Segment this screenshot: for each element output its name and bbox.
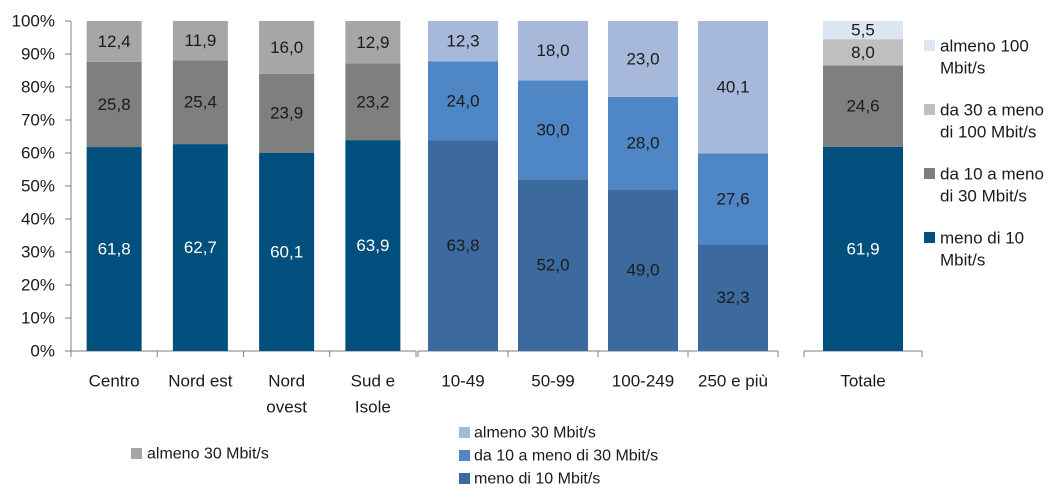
bar-segment <box>698 244 768 351</box>
bar-segment <box>172 21 228 61</box>
bar-value-label: 63,9 <box>356 236 389 255</box>
bar-value-label: 23,2 <box>356 92 389 111</box>
bar-value-label: 23,0 <box>626 49 659 68</box>
bar-segment <box>823 146 903 351</box>
y-tick-label: 20% <box>21 276 55 295</box>
bar-value-label: 28,0 <box>626 134 659 153</box>
legend-label: Mbit/s <box>940 251 985 270</box>
bar-segment <box>345 63 401 141</box>
legend-label: Mbit/s <box>940 59 985 78</box>
legend-swatch <box>459 450 470 461</box>
bar-segment <box>172 60 228 145</box>
bar-value-label: 12,3 <box>446 32 479 51</box>
bar-segment <box>518 80 588 180</box>
bar-segment <box>345 140 401 351</box>
category-label: Nord est <box>168 372 233 391</box>
bar-segment <box>518 21 588 81</box>
bar-segment <box>608 21 678 97</box>
bar-value-label: 52,0 <box>536 256 569 275</box>
category-label: ovest <box>266 398 307 417</box>
bar-value-label: 32,3 <box>716 288 749 307</box>
bar-value-label: 60,1 <box>270 242 303 261</box>
bar-value-label: 12,9 <box>356 33 389 52</box>
y-tick-label: 10% <box>21 309 55 328</box>
bar-segment <box>345 21 401 64</box>
legend-label: meno di 10 <box>940 229 1024 248</box>
y-tick-label: 80% <box>21 78 55 97</box>
category-label: 10-49 <box>441 372 484 391</box>
y-tick-label: 60% <box>21 144 55 163</box>
bar-value-label: 24,0 <box>446 91 479 110</box>
bar-segment <box>86 147 142 351</box>
bar-value-label: 49,0 <box>626 261 659 280</box>
bar-value-label: 61,9 <box>846 239 879 258</box>
bar-segment <box>428 21 498 62</box>
category-label: 100-249 <box>612 372 674 391</box>
legend-label: almeno 30 Mbit/s <box>474 425 596 442</box>
y-tick-label: 0% <box>30 342 55 361</box>
y-tick-label: 70% <box>21 111 55 130</box>
bar-segment <box>259 152 315 351</box>
y-tick-label: 90% <box>21 45 55 64</box>
bar-segment <box>608 189 678 351</box>
bar-value-label: 24,6 <box>846 97 879 116</box>
bar-segment <box>518 179 588 351</box>
bar-value-label: 27,6 <box>716 189 749 208</box>
legend-swatch <box>924 168 935 179</box>
legend-label: di 30 Mbit/s <box>940 187 1027 206</box>
legend-swatch <box>924 104 935 115</box>
legend-label: almeno 30 Mbit/s <box>147 446 269 463</box>
bar-value-label: 30,0 <box>536 120 569 139</box>
y-tick-label: 30% <box>21 243 55 262</box>
legend-label: almeno 100 <box>940 37 1029 56</box>
legend-label: meno di 10 Mbit/s <box>474 471 600 488</box>
bar-value-label: 61,8 <box>98 240 131 259</box>
category-label: Nord <box>268 372 305 391</box>
legend-label: da 30 a meno <box>940 101 1044 120</box>
y-tick-label: 100% <box>12 12 55 31</box>
bar-segment <box>698 21 768 154</box>
bar-segment <box>608 96 678 190</box>
category-label: 250 e più <box>698 372 768 391</box>
bar-value-label: 5,5 <box>851 21 875 40</box>
bar-segment <box>698 153 768 245</box>
category-label: 50-99 <box>531 372 574 391</box>
bar-value-label: 25,8 <box>98 95 131 114</box>
category-label: Sud e <box>351 372 395 391</box>
bar-segment <box>259 21 315 74</box>
legend-swatch <box>924 40 935 51</box>
legend-swatch <box>924 232 935 243</box>
category-label: Totale <box>840 372 885 391</box>
bar-value-label: 11,9 <box>184 31 216 50</box>
y-tick-label: 50% <box>21 177 55 196</box>
bar-segment <box>823 65 903 147</box>
legend-swatch <box>131 448 142 459</box>
bar-value-label: 23,9 <box>270 104 303 123</box>
bar-value-label: 18,0 <box>536 41 569 60</box>
bar-segment <box>823 39 903 66</box>
bar-segment <box>428 140 498 351</box>
bar-value-label: 62,7 <box>184 238 217 257</box>
bar-value-label: 25,4 <box>184 93 217 112</box>
legend-swatch <box>459 473 470 484</box>
legend-label: da 10 a meno di 30 Mbit/s <box>474 448 658 465</box>
bar-value-label: 63,8 <box>446 236 479 255</box>
bar-value-label: 16,0 <box>270 38 303 57</box>
legend-swatch <box>459 427 470 438</box>
bar-segment <box>823 21 903 40</box>
bar-segment <box>428 61 498 141</box>
legend-label: da 10 a meno <box>940 165 1044 184</box>
bar-segment <box>259 73 315 153</box>
y-tick-label: 40% <box>21 210 55 229</box>
bar-value-label: 8,0 <box>851 43 875 62</box>
bar-segment <box>86 21 142 62</box>
category-label: Isole <box>355 398 391 417</box>
category-label: Centro <box>89 372 140 391</box>
bar-segment <box>86 61 142 148</box>
bar-value-label: 40,1 <box>716 78 749 97</box>
bar-segment <box>172 144 228 351</box>
legend-label: di 100 Mbit/s <box>940 123 1036 142</box>
bar-value-label: 12,4 <box>98 32 131 51</box>
